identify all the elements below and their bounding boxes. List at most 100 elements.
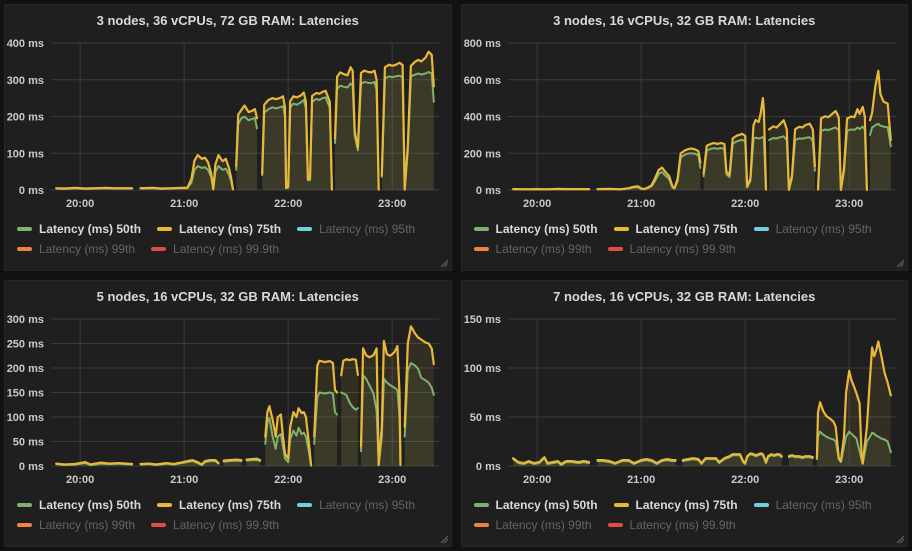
series-75th-fill bbox=[236, 105, 257, 190]
series-50th-line bbox=[815, 430, 892, 465]
series-50th-fill bbox=[682, 454, 782, 466]
legend-item-latency-ms-75th[interactable]: Latency (ms) 75th bbox=[613, 222, 738, 236]
legend-item-latency-ms-99.9th[interactable]: Latency (ms) 99.9th bbox=[607, 242, 736, 256]
panel-resize-handle[interactable] bbox=[896, 259, 904, 267]
panel-title[interactable]: 3 nodes, 16 vCPUs, 32 GB RAM: Latencies bbox=[553, 13, 816, 28]
series-75th-fill bbox=[335, 67, 379, 190]
series-75th-line bbox=[816, 105, 868, 191]
legend-swatch-icon bbox=[607, 247, 623, 251]
legend-item-latency-ms-95th[interactable]: Latency (ms) 95th bbox=[297, 222, 415, 236]
y-tick-label: 100 ms bbox=[463, 363, 500, 375]
latency-chart[interactable]: 0 ms 50 ms 100 ms 150 ms 200 ms 250 ms 300 ms 2… bbox=[5, 306, 451, 494]
series-75th-line bbox=[261, 89, 333, 191]
panel-resize-handle[interactable] bbox=[440, 259, 448, 267]
series-75th-line bbox=[139, 459, 220, 466]
y-tick-label: 300 ms bbox=[7, 314, 44, 326]
legend-item-latency-ms-50th[interactable]: Latency (ms) 50th bbox=[17, 222, 141, 236]
x-tick-label: 22:00 bbox=[274, 198, 302, 210]
legend-item-latency-ms-95th[interactable]: Latency (ms) 95th bbox=[753, 498, 872, 512]
panel-3-nodes-36-vcpus: 3 nodes, 36 vCPUs, 72 GB RAM: Latencies … bbox=[4, 4, 452, 271]
legend-swatch-icon bbox=[473, 227, 489, 231]
legend-item-latency-ms-50th[interactable]: Latency (ms) 50th bbox=[17, 498, 141, 512]
panel-title[interactable]: 7 nodes, 16 vCPUs, 32 GB RAM: Latencies bbox=[553, 289, 816, 304]
chart-area[interactable]: 0 ms 100 ms 200 ms 300 ms 400 ms 20:00 21:00 22… bbox=[5, 30, 451, 218]
series-75th-fill bbox=[404, 326, 434, 466]
x-tick-label: 20:00 bbox=[523, 474, 551, 486]
legend: Latency (ms) 50th Latency (ms) 75th Latenc… bbox=[462, 494, 908, 536]
chart-area[interactable]: 0 ms 50 ms 100 ms 150 ms 200 ms 250 ms 300 ms 2… bbox=[5, 306, 451, 494]
legend-label: Latency (ms) 75th bbox=[179, 498, 282, 512]
legend-item-latency-ms-75th[interactable]: Latency (ms) 75th bbox=[613, 498, 738, 512]
series-50th-fill bbox=[314, 392, 338, 466]
legend-swatch-icon bbox=[473, 503, 489, 507]
latency-chart[interactable]: 0 ms 100 ms 200 ms 300 ms 400 ms 20:00 21:00 22… bbox=[5, 30, 451, 218]
y-tick-label: 400 ms bbox=[7, 38, 44, 50]
series-75th-line bbox=[264, 405, 313, 467]
legend-item-latency-ms-95th[interactable]: Latency (ms) 95th bbox=[297, 498, 415, 512]
legend-swatch-icon bbox=[297, 227, 313, 231]
y-tick-label: 0 ms bbox=[475, 185, 500, 197]
legend-label: Latency (ms) 99th bbox=[495, 518, 592, 532]
legend-label: Latency (ms) 50th bbox=[39, 222, 142, 236]
x-tick-label: 21:00 bbox=[170, 198, 198, 210]
chart-area[interactable]: 0 ms 50 ms 100 ms 150 ms 20:00 21:00 22:00 23:0… bbox=[462, 306, 908, 494]
legend-item-latency-ms-50th[interactable]: Latency (ms) 50th bbox=[473, 222, 598, 236]
legend: Latency (ms) 50th Latency (ms) 75th Latenc… bbox=[5, 218, 451, 260]
series-50th-fill bbox=[703, 137, 766, 190]
series-75th-fill bbox=[262, 90, 332, 190]
series-75th-fill bbox=[381, 51, 434, 190]
x-tick-label: 23:00 bbox=[835, 198, 863, 210]
series-75th-line bbox=[222, 458, 243, 462]
legend-label: Latency (ms) 95th bbox=[775, 498, 872, 512]
series-75th-line bbox=[333, 66, 380, 191]
legend-swatch-icon bbox=[297, 503, 313, 507]
panel-resize-handle[interactable] bbox=[896, 535, 904, 543]
legend-item-latency-ms-99.9th[interactable]: Latency (ms) 99.9th bbox=[607, 518, 736, 532]
series-50th-line bbox=[264, 417, 313, 467]
x-tick-label: 23:00 bbox=[378, 198, 406, 210]
y-tick-label: 200 ms bbox=[463, 148, 500, 160]
series-75th-line bbox=[313, 359, 339, 438]
x-tick-label: 22:00 bbox=[731, 198, 759, 210]
legend-swatch-icon bbox=[473, 523, 489, 527]
legend-label: Latency (ms) 99.9th bbox=[629, 242, 736, 256]
series-75th-line bbox=[595, 458, 677, 465]
legend-label: Latency (ms) 50th bbox=[495, 498, 598, 512]
legend-item-latency-ms-50th[interactable]: Latency (ms) 50th bbox=[473, 498, 598, 512]
legend-swatch-icon bbox=[473, 247, 489, 251]
series-50th-line bbox=[340, 391, 359, 411]
legend-item-latency-ms-99th[interactable]: Latency (ms) 99th bbox=[473, 518, 592, 532]
legend-swatch-icon bbox=[157, 227, 173, 231]
y-tick-label: 200 ms bbox=[7, 112, 44, 124]
y-tick-label: 200 ms bbox=[7, 363, 44, 375]
legend-item-latency-ms-75th[interactable]: Latency (ms) 75th bbox=[157, 222, 281, 236]
x-tick-label: 23:00 bbox=[835, 474, 863, 486]
panel-title[interactable]: 3 nodes, 36 vCPUs, 72 GB RAM: Latencies bbox=[96, 13, 359, 28]
legend-item-latency-ms-75th[interactable]: Latency (ms) 75th bbox=[157, 498, 281, 512]
legend-swatch-icon bbox=[753, 503, 769, 507]
x-tick-label: 21:00 bbox=[627, 198, 655, 210]
chart-area[interactable]: 0 ms 200 ms 400 ms 600 ms 800 ms 20:00 21:00 22… bbox=[462, 30, 908, 218]
legend-item-latency-ms-99th[interactable]: Latency (ms) 99th bbox=[17, 242, 135, 256]
legend-item-latency-ms-99th[interactable]: Latency (ms) 99th bbox=[473, 242, 592, 256]
series-75th-fill bbox=[816, 341, 891, 466]
series-75th-line bbox=[380, 50, 435, 191]
y-tick-label: 50 ms bbox=[469, 412, 500, 424]
legend-item-latency-ms-95th[interactable]: Latency (ms) 95th bbox=[753, 222, 872, 236]
series-75th-line bbox=[815, 340, 892, 465]
series-75th-line bbox=[245, 457, 262, 462]
legend-item-latency-ms-99.9th[interactable]: Latency (ms) 99.9th bbox=[151, 242, 279, 256]
y-tick-label: 0 ms bbox=[19, 461, 44, 473]
legend-item-latency-ms-99th[interactable]: Latency (ms) 99th bbox=[17, 518, 135, 532]
series-50th-fill bbox=[817, 126, 867, 190]
x-tick-label: 22:00 bbox=[731, 474, 759, 486]
legend-item-latency-ms-99.9th[interactable]: Latency (ms) 99.9th bbox=[151, 518, 279, 532]
panel-title[interactable]: 5 nodes, 16 vCPUs, 32 GB RAM: Latencies bbox=[96, 289, 359, 304]
latency-chart[interactable]: 0 ms 50 ms 100 ms 150 ms 20:00 21:00 22:00 23:0… bbox=[462, 306, 908, 494]
legend-swatch-icon bbox=[753, 227, 769, 231]
latency-chart[interactable]: 0 ms 200 ms 400 ms 600 ms 800 ms 20:00 21:00 22… bbox=[462, 30, 908, 218]
legend-label: Latency (ms) 99.9th bbox=[173, 518, 280, 532]
panel-resize-handle[interactable] bbox=[440, 535, 448, 543]
series-75th-line bbox=[340, 358, 359, 377]
series-75th-line bbox=[702, 97, 767, 191]
